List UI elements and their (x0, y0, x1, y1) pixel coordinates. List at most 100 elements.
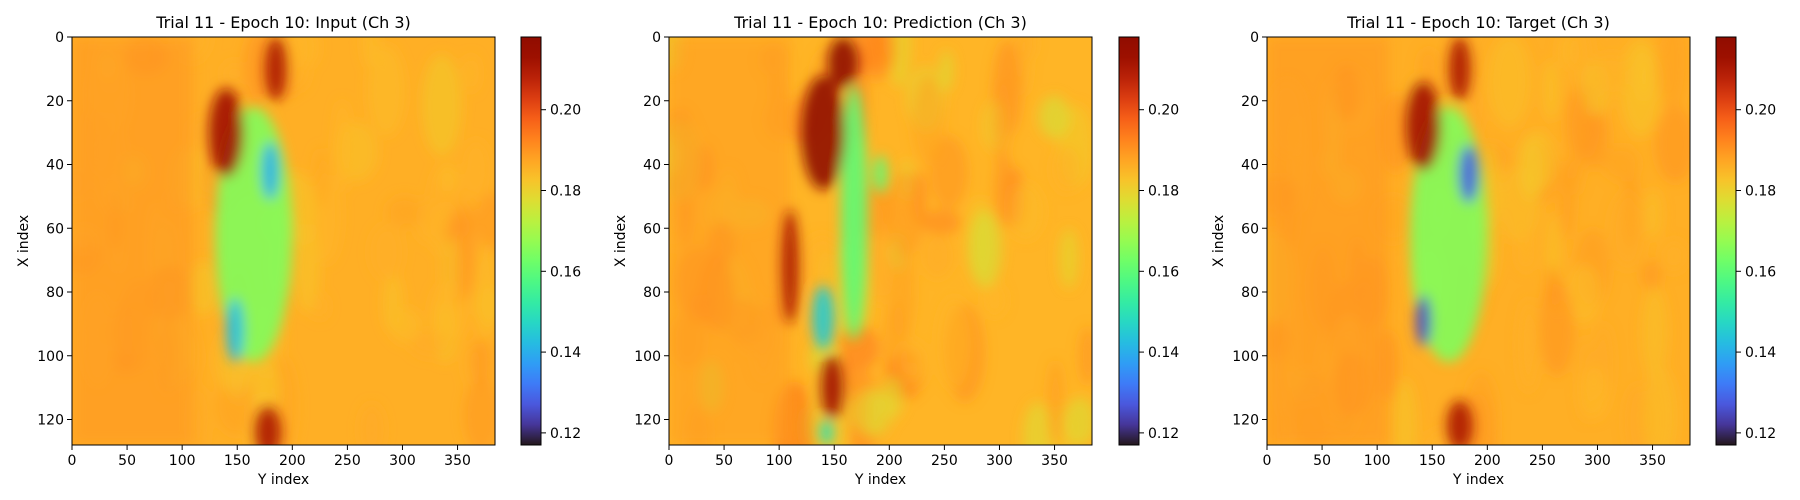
texture-blob (1640, 259, 1662, 290)
texture-blob (895, 340, 928, 379)
y-tick-label: 0 (652, 30, 661, 46)
colorbar-tick-label: 0.14 (1148, 345, 1179, 361)
heatmap-field (669, 37, 1092, 445)
texture-blob (1487, 37, 1531, 128)
left-band (72, 37, 194, 445)
texture-blob (1015, 37, 1036, 61)
texture-blob (437, 162, 459, 193)
x-tick-label: 50 (1313, 453, 1331, 469)
y-tick-label: 100 (1232, 349, 1259, 365)
texture-blob (1022, 402, 1053, 445)
texture-blob (1059, 228, 1079, 289)
texture-blob (983, 283, 1006, 318)
texture-blob (1579, 367, 1609, 420)
texture-blob (867, 223, 895, 305)
colorbar-tick-label: 0.16 (1745, 264, 1776, 280)
field-high-region (1446, 400, 1473, 445)
field-high-region (801, 75, 846, 190)
texture-blob (463, 55, 479, 92)
y-tick-label: 60 (643, 221, 661, 237)
x-tick-label: 0 (1263, 453, 1272, 469)
texture-blob (837, 325, 880, 372)
colorbar-tick-label: 0.20 (1745, 103, 1776, 119)
x-tick-label: 250 (1529, 453, 1556, 469)
field-low-region (840, 84, 868, 340)
y-tick-label: 40 (643, 158, 661, 174)
texture-blob (911, 73, 945, 166)
texture-blob (294, 224, 320, 313)
texture-blob (1661, 239, 1688, 273)
texture-blob (968, 210, 1002, 289)
field-high-region (254, 406, 282, 445)
texture-blob (475, 192, 495, 254)
heatmap-panel-1: Trial 11 - Epoch 10: Input (Ch 3) 0 50 100 1… (16, 13, 581, 488)
texture-blob (461, 140, 491, 200)
colorbar-tick-label: 0.14 (550, 345, 581, 361)
heatmap-features (1405, 37, 1488, 445)
left-band (669, 37, 791, 445)
texture-blob (993, 153, 1015, 228)
y-tick-label: 20 (46, 94, 64, 110)
texture-blob (890, 239, 916, 341)
field-high-region (821, 355, 844, 420)
colorbar-tick-label: 0.18 (1148, 184, 1179, 200)
texture-blob (362, 37, 380, 68)
x-tick-label: 200 (279, 453, 306, 469)
colorbar-tick-label: 0.14 (1745, 345, 1776, 361)
colorbar-tick-label: 0.20 (550, 103, 581, 119)
texture-blob (243, 37, 274, 106)
y-tick-label: 100 (634, 349, 661, 365)
x-tick-label: 50 (715, 453, 733, 469)
texture-blob (252, 361, 282, 419)
texture-blob (189, 385, 208, 445)
texture-blob (449, 204, 477, 237)
y-axis-label: X index (16, 215, 32, 267)
texture-blob (800, 234, 844, 306)
texture-blob (883, 375, 904, 418)
heatmap-features (781, 37, 888, 445)
x-axis-label: Y index (257, 472, 309, 488)
texture-blob (430, 280, 467, 342)
field-high-region (781, 209, 799, 324)
texture-blob (937, 297, 971, 390)
texture-blob (334, 99, 351, 193)
texture-blob (1393, 378, 1417, 445)
y-tick-label: 80 (1241, 285, 1259, 301)
texture-blob (1636, 51, 1652, 103)
texture-blob (939, 50, 954, 91)
texture-blob (1655, 106, 1690, 183)
x-tick-label: 250 (931, 453, 958, 469)
x-axis-label: Y index (854, 472, 906, 488)
texture-blob (1047, 359, 1064, 445)
texture-blob (1643, 367, 1678, 445)
panel-title: Trial 11 - Epoch 10: Prediction (Ch 3) (733, 13, 1027, 32)
field-high-region (1448, 37, 1471, 101)
y-tick-label: 20 (643, 94, 661, 110)
x-tick-label: 200 (876, 453, 903, 469)
y-tick-label: 20 (1241, 94, 1259, 110)
texture-blob (370, 224, 403, 280)
x-tick-label: 50 (118, 453, 136, 469)
colorbar-tick-label: 0.12 (1745, 426, 1776, 442)
texture-blob (1542, 60, 1560, 121)
field-low-region (1458, 145, 1479, 203)
texture-blob (1603, 146, 1640, 182)
texture-blob (222, 61, 244, 87)
axes-frame (668, 36, 1093, 446)
x-tick-label: 200 (1474, 453, 1501, 469)
x-tick-label: 100 (1364, 453, 1391, 469)
x-tick-label: 150 (224, 453, 251, 469)
panel-title: Trial 11 - Epoch 10: Input (Ch 3) (155, 13, 411, 32)
texture-blob (422, 54, 462, 157)
texture-blob (1064, 397, 1092, 445)
y-tick-label: 120 (634, 413, 661, 429)
field-low-region (226, 298, 244, 363)
texture-blob (1545, 266, 1561, 308)
texture-blob (463, 377, 495, 445)
y-tick-label: 100 (37, 349, 64, 365)
texture-blob (367, 45, 405, 137)
colorbar-tick-label: 0.16 (1148, 264, 1179, 280)
texture-blob (312, 293, 329, 320)
x-tick-label: 350 (1041, 453, 1068, 469)
texture-blob (1591, 54, 1630, 97)
